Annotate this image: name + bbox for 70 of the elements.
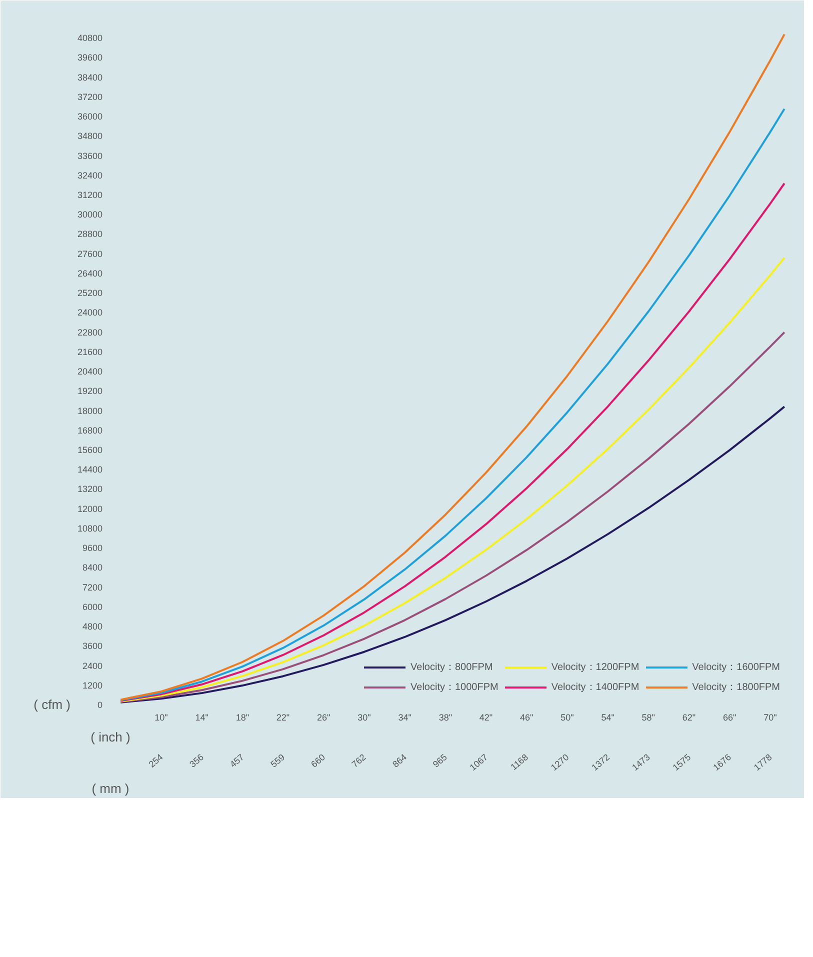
x-tick-label: 54" [601,712,614,722]
y-tick-label: 27600 [77,248,103,259]
legend-label: Velocity：800FPM [410,661,493,674]
x-axis-title: ( inch ) [90,730,130,744]
x2-tick-label: 864 [390,752,409,770]
y-tick-label: 18000 [77,406,103,416]
x-tick-label: 30" [358,712,371,722]
x2-tick-label: 965 [430,752,449,770]
y-tick-label: 3600 [82,641,103,652]
y-tick-label: 25200 [77,288,103,298]
x-tick-label: 50" [560,712,574,722]
y-tick-label: 8400 [82,562,103,573]
x-tick-label: 34" [398,712,412,722]
x2-axis-title: ( mm ) [92,780,130,796]
x2-tick-label: 660 [309,752,328,770]
y-tick-label: 12000 [77,504,103,514]
y-tick-label: 6000 [82,602,103,612]
y-tick-label: 30000 [77,210,103,220]
legend-label: Velocity：1000FPM [410,681,498,694]
y-tick-label: 40800 [77,33,103,44]
x2-tick-label: 457 [228,752,246,770]
y-tick-label: 32400 [77,170,103,180]
x-tick-label: 38" [438,712,452,722]
y-tick-label: 10800 [77,523,103,534]
y-tick-label: 19200 [77,386,103,396]
line-series [120,331,786,703]
y-tick-label: 26400 [77,268,103,278]
y-tick-label: 0 [97,700,103,710]
x-tick-label: 62" [682,712,696,722]
x2-tick-label: 356 [188,752,206,770]
y-tick-label: 39600 [77,52,103,63]
y-tick-label: 36000 [77,112,103,122]
y-tick-label: 21600 [77,346,103,357]
x-tick-label: 10" [154,712,168,722]
y-tick-label: 9600 [82,543,103,554]
line-series [120,406,786,704]
x-tick-label: 58" [642,712,656,722]
y-tick-label: 4800 [82,622,103,632]
legend-label: Velocity：1400FPM [551,681,640,694]
y-tick-label: 20400 [77,366,103,377]
y-tick-label: 37200 [77,92,103,102]
y-tick-label: 31200 [77,190,103,200]
x2-tick-label: 762 [350,752,368,770]
legend-label: Velocity：1600FPM [692,661,780,674]
y-tick-label: 38400 [77,72,103,82]
legend-label: Velocity：1200FPM [551,661,640,674]
y-tick-label: 28800 [77,229,103,240]
y-tick-label: 15600 [77,445,103,455]
y-tick-label: 16800 [77,425,103,436]
legend-label: Velocity：1800FPM [692,681,780,694]
x-tick-label: 42" [479,712,493,722]
x-tick-label: 22" [276,712,290,722]
x-tick-label: 26" [317,712,330,722]
x-tick-label: 46" [520,712,534,722]
y-tick-label: 24000 [77,308,103,318]
y-tick-label: 13200 [77,484,103,494]
y-tick-label: 34800 [77,131,103,142]
y-axis-title: ( cfm ) [34,697,70,712]
y-tick-label: 22800 [77,327,103,338]
x-tick-label: 18" [236,712,250,722]
x2-tick-label: 254 [146,752,165,770]
x2-tick-label: 559 [268,752,287,770]
x-tick-label: 70" [764,712,777,722]
y-tick-label: 14400 [77,464,103,475]
y-tick-label: 1200 [82,680,103,690]
x-tick-label: 14" [195,712,208,722]
y-tick-label: 7200 [82,582,103,592]
y-tick-label: 33600 [77,150,103,161]
y-tick-label: 2400 [82,660,103,671]
x-tick-label: 66" [723,712,736,722]
